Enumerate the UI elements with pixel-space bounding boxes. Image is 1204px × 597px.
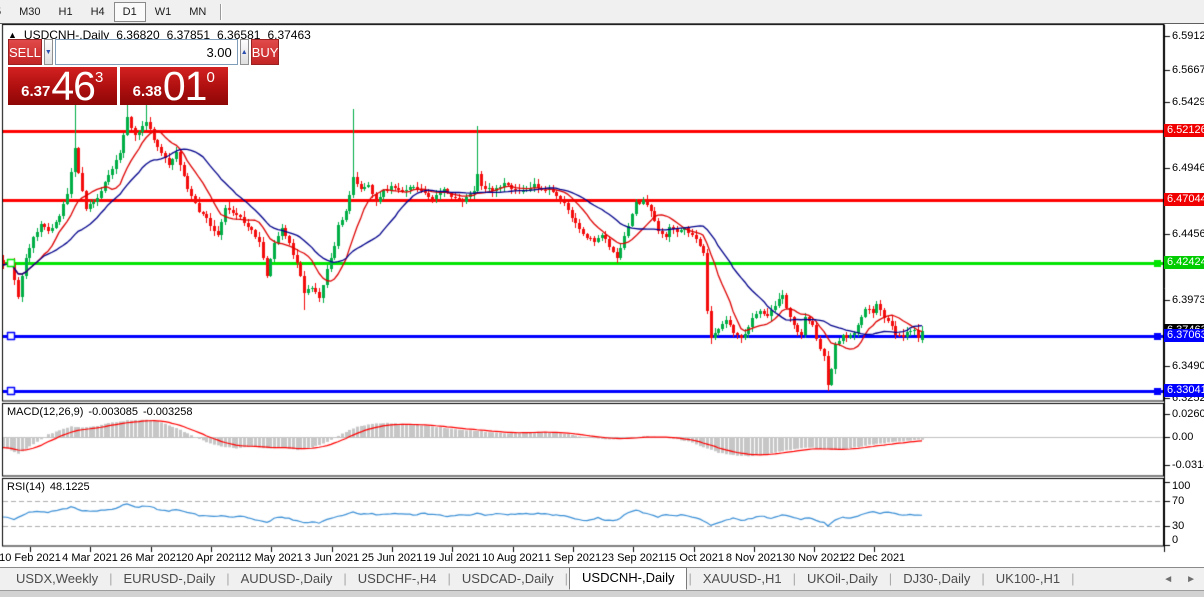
toolbar-separator: [220, 3, 223, 20]
price-axis-tick: 6.59120: [1172, 30, 1204, 42]
price-line-label: 6.42424: [1164, 256, 1204, 269]
price-axis-tick: 6.54290: [1172, 96, 1204, 108]
timeframe-toolbar: 5 M30 H1 H4 D1 W1 MN: [0, 0, 1204, 24]
tab-audusd-daily[interactable]: AUDUSD-,Daily: [240, 571, 333, 586]
tab-xauusd-h1[interactable]: XAUUSD-,H1: [702, 571, 782, 586]
sell-button[interactable]: SELL: [8, 39, 42, 65]
ask-price-prefix: 6.38: [132, 83, 162, 100]
date-axis-label: 22 Dec 2021: [842, 552, 906, 564]
date-axis-label: 10 Aug 2021: [482, 552, 544, 564]
date-axis-label: 15 Oct 2021: [664, 552, 724, 564]
ohlc-open: 6.36820: [116, 28, 160, 42]
status-bar-strip: [0, 590, 1204, 597]
date-axis-label: 23 Sep 2021: [601, 552, 665, 564]
macd-axis-tick: -0.03187: [1172, 459, 1204, 471]
price-line-label: 6.37063: [1164, 329, 1204, 342]
bid-price-prefix: 6.37: [21, 83, 51, 100]
tab-separator: |: [109, 571, 113, 586]
rsi-axis-tick: 100: [1172, 480, 1191, 492]
tab-usdchf-h4[interactable]: USDCHF-,H4: [357, 571, 437, 586]
tab-separator: |: [447, 571, 451, 586]
timeframe-button-h4[interactable]: H4: [90, 5, 105, 18]
date-axis-label: 26 Mar 2021: [120, 552, 182, 564]
rsi-name: RSI(14): [7, 481, 45, 493]
date-axis-label: 30 Nov 2021: [782, 552, 846, 564]
price-line-label: 6.52126: [1164, 124, 1204, 137]
price-axis-tick: 6.56670: [1172, 64, 1204, 76]
date-axis-label: 3 Jun 2021: [304, 552, 360, 564]
bid-price-big: 46: [51, 67, 96, 105]
ohlc-high: 6.37851: [166, 28, 211, 42]
ohlc-low: 6.36581: [217, 28, 261, 42]
tab-scroll-right-icon[interactable]: ►: [1186, 574, 1196, 585]
timeframe-button-m30[interactable]: M30: [19, 5, 41, 18]
tab-uk100-h1[interactable]: UK100-,H1: [995, 571, 1061, 586]
trade-panel: SELL ▼ ▲ BUY 6.37 46 3 6.38 01 0: [8, 39, 280, 105]
tab-separator: |: [343, 571, 347, 586]
chart-title-bar: ▲ USDCNH-,Daily 6.36820 6.37851 6.36581 …: [8, 28, 311, 42]
macd-pane-label: MACD(12,26,9) -0.003085 -0.003258: [7, 406, 193, 418]
price-axis-tick: 6.44560: [1172, 228, 1204, 240]
ask-price-sup: 0: [206, 69, 215, 86]
timeframe-button-mn[interactable]: MN: [189, 5, 207, 18]
collapse-panel-icon[interactable]: ▲: [8, 30, 17, 40]
tab-eurusd-daily[interactable]: EURUSD-,Daily: [123, 571, 216, 586]
price-axis-tick: 6.34900: [1172, 360, 1204, 372]
tab-separator: |: [564, 571, 569, 586]
date-axis-label: 10 Feb 2021: [0, 552, 61, 564]
symbol-tab-bar: USDX,Weekly | EURUSD-,Daily | AUDUSD-,Daily |…: [0, 567, 1204, 590]
price-line-label: 6.33041: [1164, 384, 1204, 397]
tab-separator: |: [792, 571, 796, 586]
macd-axis-tick: 0.00: [1172, 431, 1194, 443]
volume-decrease-button[interactable]: ▼: [43, 39, 53, 65]
rsi-pane-label: RSI(14) 48.1225: [7, 481, 90, 493]
tab-separator: |: [888, 571, 893, 586]
macd-axis-tick: 0.02607: [1172, 408, 1204, 420]
price-line-label: 6.47044: [1164, 193, 1204, 206]
date-axis-label: 4 Mar 2021: [62, 552, 118, 564]
date-axis-label: 20 Apr 2021: [181, 552, 241, 564]
timeframe-button-w1[interactable]: W1: [154, 5, 172, 18]
timeframe-button-5[interactable]: 5: [0, 2, 10, 22]
tab-ukoil-daily[interactable]: UKOil-,Daily: [807, 571, 878, 586]
macd-value-signal: -0.003258: [142, 406, 193, 418]
date-axis-label: 12 May 2021: [239, 552, 303, 564]
rsi-axis-tick: 0: [1172, 534, 1179, 546]
macd-name: MACD(12,26,9): [7, 406, 84, 418]
tab-separator: |: [688, 571, 692, 586]
bid-price-sup: 3: [94, 69, 104, 86]
tab-separator: |: [981, 571, 985, 586]
volume-input[interactable]: [54, 39, 238, 65]
tab-usdx-weekly[interactable]: USDX,Weekly: [16, 571, 99, 586]
macd-value-main: -0.003085: [88, 406, 138, 418]
rsi-axis-tick: 30: [1172, 520, 1185, 532]
tab-separator: |: [226, 571, 230, 586]
date-axis-label: 25 Jun 2021: [361, 552, 423, 564]
buy-button[interactable]: BUY: [250, 39, 280, 65]
bid-price-box[interactable]: 6.37 46 3: [8, 67, 117, 105]
date-axis-label: 1 Sep 2021: [544, 552, 602, 564]
timeframe-button-h1[interactable]: H1: [58, 5, 73, 18]
rsi-value: 48.1225: [49, 481, 90, 493]
ohlc-close: 6.37463: [267, 28, 311, 42]
rsi-axis-tick: 70: [1172, 495, 1185, 507]
date-axis-label: 8 Nov 2021: [725, 552, 783, 564]
ask-price-big: 01: [162, 67, 208, 105]
timeframe-button-d1[interactable]: D1: [113, 1, 146, 22]
tab-usdcnh-daily[interactable]: USDCNH-,Daily: [569, 567, 688, 590]
tab-usdcad-daily[interactable]: USDCAD-,Daily: [461, 571, 554, 586]
ask-price-box[interactable]: 6.38 01 0: [119, 67, 228, 105]
chart-symbol-title: USDCNH-,Daily: [23, 28, 110, 42]
volume-increase-button[interactable]: ▲: [239, 39, 249, 65]
tab-dj30-daily[interactable]: DJ30-,Daily: [903, 571, 971, 586]
price-axis-tick: 6.49460: [1172, 162, 1204, 174]
tab-separator: |: [1071, 571, 1075, 586]
date-axis-label: 19 Jul 2021: [423, 552, 481, 564]
price-axis-tick: 6.39730: [1172, 294, 1204, 306]
tab-scroll-left-icon[interactable]: ◄: [1163, 574, 1174, 585]
